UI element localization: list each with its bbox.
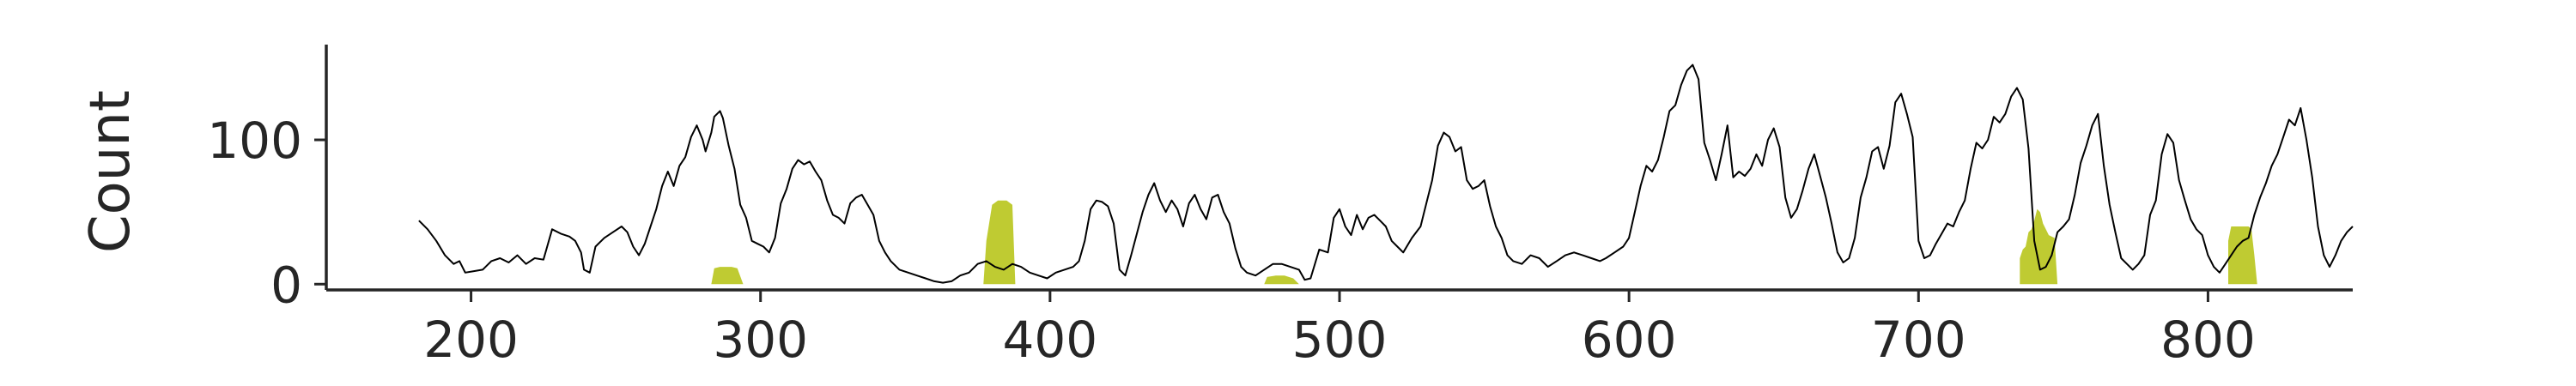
highlight-area-2 bbox=[983, 200, 1016, 285]
highlight-area-1 bbox=[711, 267, 744, 285]
y-axis-label: Count bbox=[79, 90, 143, 253]
x-tick-label-200: 200 bbox=[423, 311, 519, 369]
x-tick-label-700: 700 bbox=[1871, 311, 1966, 369]
x-tick-label-600: 600 bbox=[1582, 311, 1677, 369]
x-tick-label-300: 300 bbox=[713, 311, 808, 369]
x-tick-label-500: 500 bbox=[1292, 311, 1388, 369]
x-axis-ticks: 200 300 400 500 600 700 800 bbox=[423, 290, 2256, 369]
highlight-areas bbox=[711, 200, 2257, 285]
plot-area bbox=[418, 63, 2354, 285]
count-series-line bbox=[418, 63, 2354, 284]
x-tick-label-800: 800 bbox=[2160, 311, 2256, 369]
highlight-area-4 bbox=[2020, 208, 2058, 285]
y-tick-label-100: 100 bbox=[207, 112, 302, 170]
highlight-area-5 bbox=[2228, 226, 2257, 285]
highlight-area-3 bbox=[1264, 275, 1299, 285]
y-axis-ticks: 0 100 bbox=[207, 112, 326, 314]
x-tick-label-400: 400 bbox=[1002, 311, 1097, 369]
y-tick-label-0: 0 bbox=[270, 256, 302, 314]
